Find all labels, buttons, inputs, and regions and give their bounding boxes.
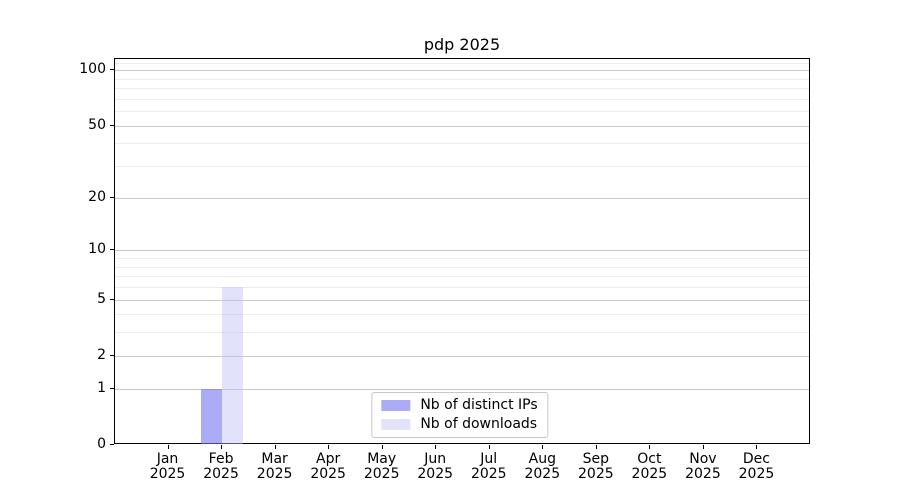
- gridline-major-50: [115, 125, 809, 127]
- y-tick-mark-20: [110, 196, 114, 198]
- gridline-major-10: [115, 250, 809, 252]
- gridline-minor-6: [115, 286, 809, 288]
- x-tick-year-feb: 2025: [203, 466, 239, 482]
- gridline-major-5: [115, 299, 809, 301]
- x-tick-year-jul: 2025: [470, 466, 507, 482]
- y-tick-mark-1: [110, 387, 114, 389]
- y-tick-mark-50: [110, 124, 114, 126]
- x-tick-mark-mar: [274, 445, 276, 449]
- legend-row-nb-of-distinct-ips: Nb of distinct IPs: [381, 397, 538, 413]
- y-tick-mark-0: [110, 444, 114, 445]
- x-tick-month-mar: Mar: [261, 451, 288, 467]
- legend-swatch-nb-of-downloads: [381, 419, 411, 430]
- x-tick-month-oct: Oct: [637, 451, 662, 467]
- x-tick-label-apr: Apr 2025: [310, 452, 346, 482]
- y-tick-mark-5: [110, 298, 114, 300]
- gridline-major-20: [115, 197, 809, 199]
- x-tick-label-oct: Oct 2025: [632, 452, 668, 482]
- gridline-minor-30: [115, 166, 809, 168]
- x-tick-month-aug: Aug: [528, 451, 556, 467]
- x-tick-mark-nov: [702, 445, 704, 449]
- y-tick-label-50: 50: [88, 116, 106, 133]
- gridline-minor-9: [115, 258, 809, 260]
- x-tick-label-feb: Feb 2025: [203, 452, 239, 482]
- x-tick-mark-may: [381, 445, 383, 449]
- x-tick-month-jun: Jun: [424, 451, 447, 467]
- gridline-major-1: [115, 388, 809, 390]
- x-tick-mark-jun: [435, 445, 437, 449]
- y-tick-label-20: 20: [88, 188, 106, 205]
- gridline-minor-40: [115, 143, 809, 145]
- x-tick-year-jun: 2025: [417, 466, 454, 482]
- x-tick-mark-apr: [328, 445, 330, 449]
- x-tick-month-sep: Sep: [582, 451, 610, 467]
- gridline-major-2: [115, 355, 809, 357]
- x-tick-year-jan: 2025: [149, 466, 186, 482]
- gridline-minor-8: [115, 266, 809, 268]
- x-tick-mark-jul: [488, 445, 490, 449]
- x-tick-mark-oct: [649, 445, 651, 449]
- y-tick-mark-10: [110, 249, 114, 251]
- y-tick-mark-100: [110, 69, 114, 71]
- y-tick-label-100: 100: [79, 61, 106, 78]
- plot-area: [114, 58, 810, 444]
- x-tick-year-apr: 2025: [310, 466, 346, 482]
- legend-swatch-nb-of-distinct-ips: [381, 400, 411, 411]
- x-tick-month-feb: Feb: [208, 451, 234, 467]
- x-tick-label-may: May 2025: [364, 452, 400, 482]
- y-tick-label-10: 10: [88, 241, 106, 258]
- y-tick-label-1: 1: [97, 379, 106, 396]
- x-tick-year-mar: 2025: [256, 466, 293, 482]
- x-tick-label-nov: Nov 2025: [685, 452, 721, 482]
- x-tick-month-nov: Nov: [689, 451, 717, 467]
- x-tick-year-oct: 2025: [631, 466, 668, 482]
- x-tick-mark-dec: [756, 445, 758, 449]
- x-tick-label-sep: Sep 2025: [578, 452, 614, 482]
- x-tick-label-jul: Jul 2025: [471, 452, 507, 482]
- y-tick-label-5: 5: [97, 290, 106, 307]
- x-tick-label-jun: Jun 2025: [417, 452, 453, 482]
- gridline-minor-70: [115, 98, 809, 100]
- x-tick-mark-feb: [221, 445, 223, 449]
- x-tick-year-may: 2025: [363, 466, 400, 482]
- x-tick-month-jan: Jan: [156, 451, 179, 467]
- chart-title: pdp 2025: [423, 35, 501, 54]
- x-tick-label-jan: Jan 2025: [150, 452, 186, 482]
- bar-nb-of-distinct-ips-feb: [200, 388, 223, 444]
- gridline-minor-4: [115, 314, 809, 316]
- gridline-minor-60: [115, 111, 809, 113]
- x-tick-month-dec: Dec: [742, 451, 770, 467]
- legend: Nb of distinct IPs Nb of downloads: [371, 392, 549, 438]
- y-tick-mark-2: [110, 354, 114, 356]
- x-tick-month-may: May: [367, 451, 397, 467]
- y-tick-label-2: 2: [97, 346, 106, 363]
- gridline-minor-90: [115, 78, 809, 80]
- gridline-minor-80: [115, 88, 809, 90]
- x-tick-month-jul: Jul: [480, 451, 498, 467]
- x-tick-month-apr: Apr: [316, 451, 341, 467]
- legend-row-nb-of-downloads: Nb of downloads: [381, 417, 537, 432]
- x-tick-year-aug: 2025: [524, 466, 561, 482]
- x-tick-label-aug: Aug 2025: [524, 452, 560, 482]
- gridline-minor-7: [115, 276, 809, 278]
- y-tick-label-0: 0: [97, 436, 106, 452]
- gridline-major-100: [115, 70, 809, 72]
- x-tick-label-dec: Dec 2025: [739, 452, 775, 482]
- x-tick-year-nov: 2025: [685, 466, 721, 482]
- gridline-minor-3: [115, 332, 809, 334]
- x-tick-mark-aug: [542, 445, 544, 449]
- x-tick-mark-sep: [595, 445, 597, 449]
- x-tick-mark-jan: [167, 445, 169, 449]
- gridline-minor-110: [115, 62, 809, 64]
- x-tick-year-sep: 2025: [578, 466, 614, 482]
- legend-label-nb-of-distinct-ips: Nb of distinct IPs: [420, 397, 538, 413]
- legend-label-nb-of-downloads: Nb of downloads: [420, 416, 538, 432]
- x-tick-year-dec: 2025: [738, 466, 775, 482]
- bar-nb-of-downloads-feb: [222, 286, 244, 444]
- x-tick-label-mar: Mar 2025: [257, 452, 293, 482]
